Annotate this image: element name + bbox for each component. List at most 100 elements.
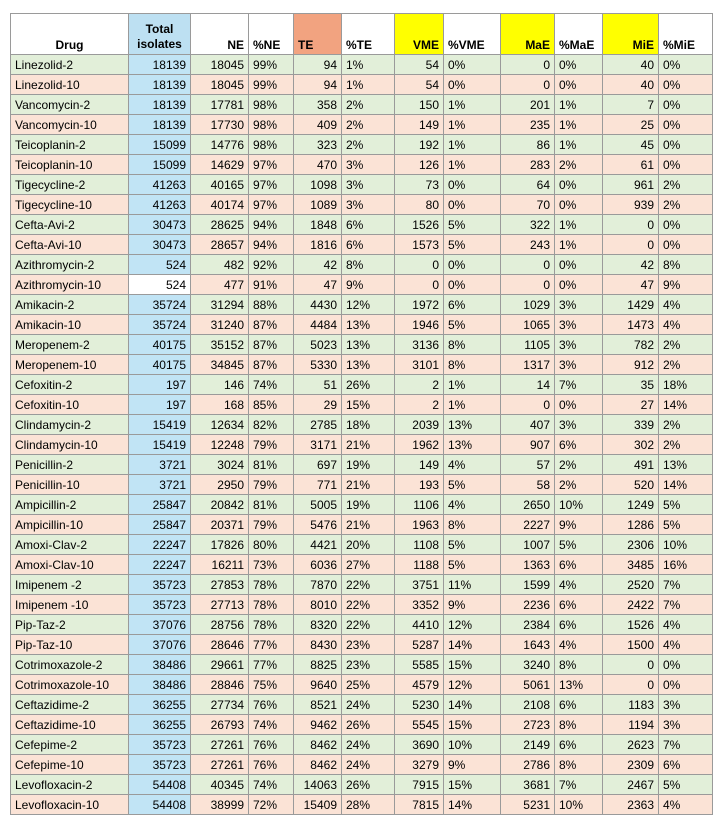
cell-drug: Vancomycin-2 — [10, 94, 129, 115]
cell-vme: 5545 — [394, 714, 444, 735]
cell-te: 5476 — [293, 514, 342, 535]
cell-pct-vme: 15% — [443, 654, 501, 675]
cell-pct-mie: 4% — [658, 794, 713, 815]
table-row: Cotrimoxazole-2 38486 29661 77% 8825 23% 5585 1… — [10, 654, 713, 675]
cell-drug: Cefta-Avi-10 — [10, 234, 129, 255]
cell-pct-ne: 85% — [248, 394, 294, 415]
cell-ne: 168 — [190, 394, 249, 415]
cell-pct-mie: 6% — [658, 754, 713, 775]
cell-te: 8010 — [293, 594, 342, 615]
cell-drug: Penicillin-2 — [10, 454, 129, 475]
cell-mie: 1286 — [602, 514, 659, 535]
cell-ne: 16211 — [190, 554, 249, 575]
cell-total-isolates: 25847 — [128, 494, 191, 515]
table-row: Meropenem-2 40175 35152 87% 5023 13% 3136 8% 110… — [10, 334, 713, 355]
cell-drug: Amikacin-2 — [10, 294, 129, 315]
cell-pct-mie: 4% — [658, 634, 713, 655]
cell-ne: 40345 — [190, 774, 249, 795]
cell-te: 5023 — [293, 334, 342, 355]
cell-pct-mae: 4% — [554, 574, 603, 595]
cell-mae: 86 — [500, 134, 555, 155]
cell-vme: 193 — [394, 474, 444, 495]
cell-drug: Meropenem-2 — [10, 334, 129, 355]
cell-drug: Linezolid-2 — [10, 54, 129, 75]
cell-pct-mae: 1% — [554, 214, 603, 235]
table-row: Cefta-Avi-10 30473 28657 94% 1816 6% 1573 5% 243… — [10, 234, 713, 255]
cell-pct-te: 24% — [341, 754, 395, 775]
cell-pct-vme: 0% — [443, 174, 501, 195]
cell-pct-mie: 7% — [658, 594, 713, 615]
cell-pct-ne: 72% — [248, 794, 294, 815]
table-row: Cefoxitin-2 197 146 74% 51 26% 2 1% 14 7% 35 18% — [10, 374, 713, 395]
cell-vme: 1972 — [394, 294, 444, 315]
cell-mie: 2467 — [602, 774, 659, 795]
cell-mie: 2623 — [602, 734, 659, 755]
cell-total-isolates: 41263 — [128, 194, 191, 215]
cell-mie: 961 — [602, 174, 659, 195]
cell-pct-ne: 92% — [248, 254, 294, 275]
cell-ne: 27261 — [190, 734, 249, 755]
table-row: Ceftazidime-2 36255 27734 76% 8521 24% 5230 14%… — [10, 694, 713, 715]
cell-total-isolates: 30473 — [128, 234, 191, 255]
cell-total-isolates: 18139 — [128, 74, 191, 95]
table-row: Azithromycin-10 524 477 91% 47 9% 0 0% 0 0% 47 9% — [10, 274, 713, 295]
cell-pct-mie: 0% — [658, 114, 713, 135]
cell-pct-mae: 8% — [554, 754, 603, 775]
cell-ne: 38999 — [190, 794, 249, 815]
cell-vme: 126 — [394, 154, 444, 175]
table-row: Amikacin-10 35724 31240 87% 4484 13% 1946 5% 106… — [10, 314, 713, 335]
cell-drug: Ampicillin-10 — [10, 514, 129, 535]
cell-vme: 149 — [394, 454, 444, 475]
cell-total-isolates: 54408 — [128, 794, 191, 815]
cell-drug: Vancomycin-10 — [10, 114, 129, 135]
cell-pct-vme: 1% — [443, 374, 501, 395]
cell-te: 1816 — [293, 234, 342, 255]
cell-total-isolates: 35723 — [128, 754, 191, 775]
cell-pct-vme: 1% — [443, 114, 501, 135]
cell-drug: Azithromycin-10 — [10, 274, 129, 295]
cell-pct-ne: 76% — [248, 734, 294, 755]
cell-pct-mie: 16% — [658, 554, 713, 575]
cell-ne: 28846 — [190, 674, 249, 695]
header-row: Drug Total isolates NE %NE TE %TE VME %VM… — [10, 13, 713, 55]
cell-total-isolates: 3721 — [128, 474, 191, 495]
cell-pct-ne: 99% — [248, 74, 294, 95]
cell-mae: 2108 — [500, 694, 555, 715]
cell-mae: 1643 — [500, 634, 555, 655]
cell-mae: 5231 — [500, 794, 555, 815]
cell-mie: 40 — [602, 74, 659, 95]
cell-drug: Tigecycline-10 — [10, 194, 129, 215]
cell-mie: 1429 — [602, 294, 659, 315]
cell-pct-te: 23% — [341, 654, 395, 675]
cell-vme: 0 — [394, 274, 444, 295]
table-row: Cefta-Avi-2 30473 28625 94% 1848 6% 1526 5% 322 1… — [10, 214, 713, 235]
cell-pct-mae: 2% — [554, 454, 603, 475]
cell-total-isolates: 15099 — [128, 134, 191, 155]
cell-drug: Clindamycin-10 — [10, 434, 129, 455]
cell-drug: Teicoplanin-2 — [10, 134, 129, 155]
cell-pct-mae: 6% — [554, 734, 603, 755]
cell-total-isolates: 35723 — [128, 574, 191, 595]
cell-mae: 0 — [500, 54, 555, 75]
cell-pct-ne: 74% — [248, 774, 294, 795]
cell-ne: 26793 — [190, 714, 249, 735]
cell-pct-ne: 81% — [248, 454, 294, 475]
cell-mae: 2384 — [500, 614, 555, 635]
cell-pct-te: 13% — [341, 334, 395, 355]
cell-pct-vme: 1% — [443, 94, 501, 115]
cell-mae: 283 — [500, 154, 555, 175]
cell-pct-vme: 5% — [443, 534, 501, 555]
cell-total-isolates: 15419 — [128, 434, 191, 455]
cell-pct-te: 21% — [341, 514, 395, 535]
cell-drug: Ampicillin-2 — [10, 494, 129, 515]
cell-total-isolates: 40175 — [128, 354, 191, 375]
cell-pct-mie: 3% — [658, 714, 713, 735]
cell-mae: 907 — [500, 434, 555, 455]
table-row: Clindamycin-10 15419 12248 79% 3171 21% 1962 13… — [10, 434, 713, 455]
cell-te: 51 — [293, 374, 342, 395]
cell-drug: Cotrimoxazole-2 — [10, 654, 129, 675]
cell-ne: 14629 — [190, 154, 249, 175]
cell-total-isolates: 15099 — [128, 154, 191, 175]
cell-mae: 64 — [500, 174, 555, 195]
cell-pct-te: 9% — [341, 274, 395, 295]
